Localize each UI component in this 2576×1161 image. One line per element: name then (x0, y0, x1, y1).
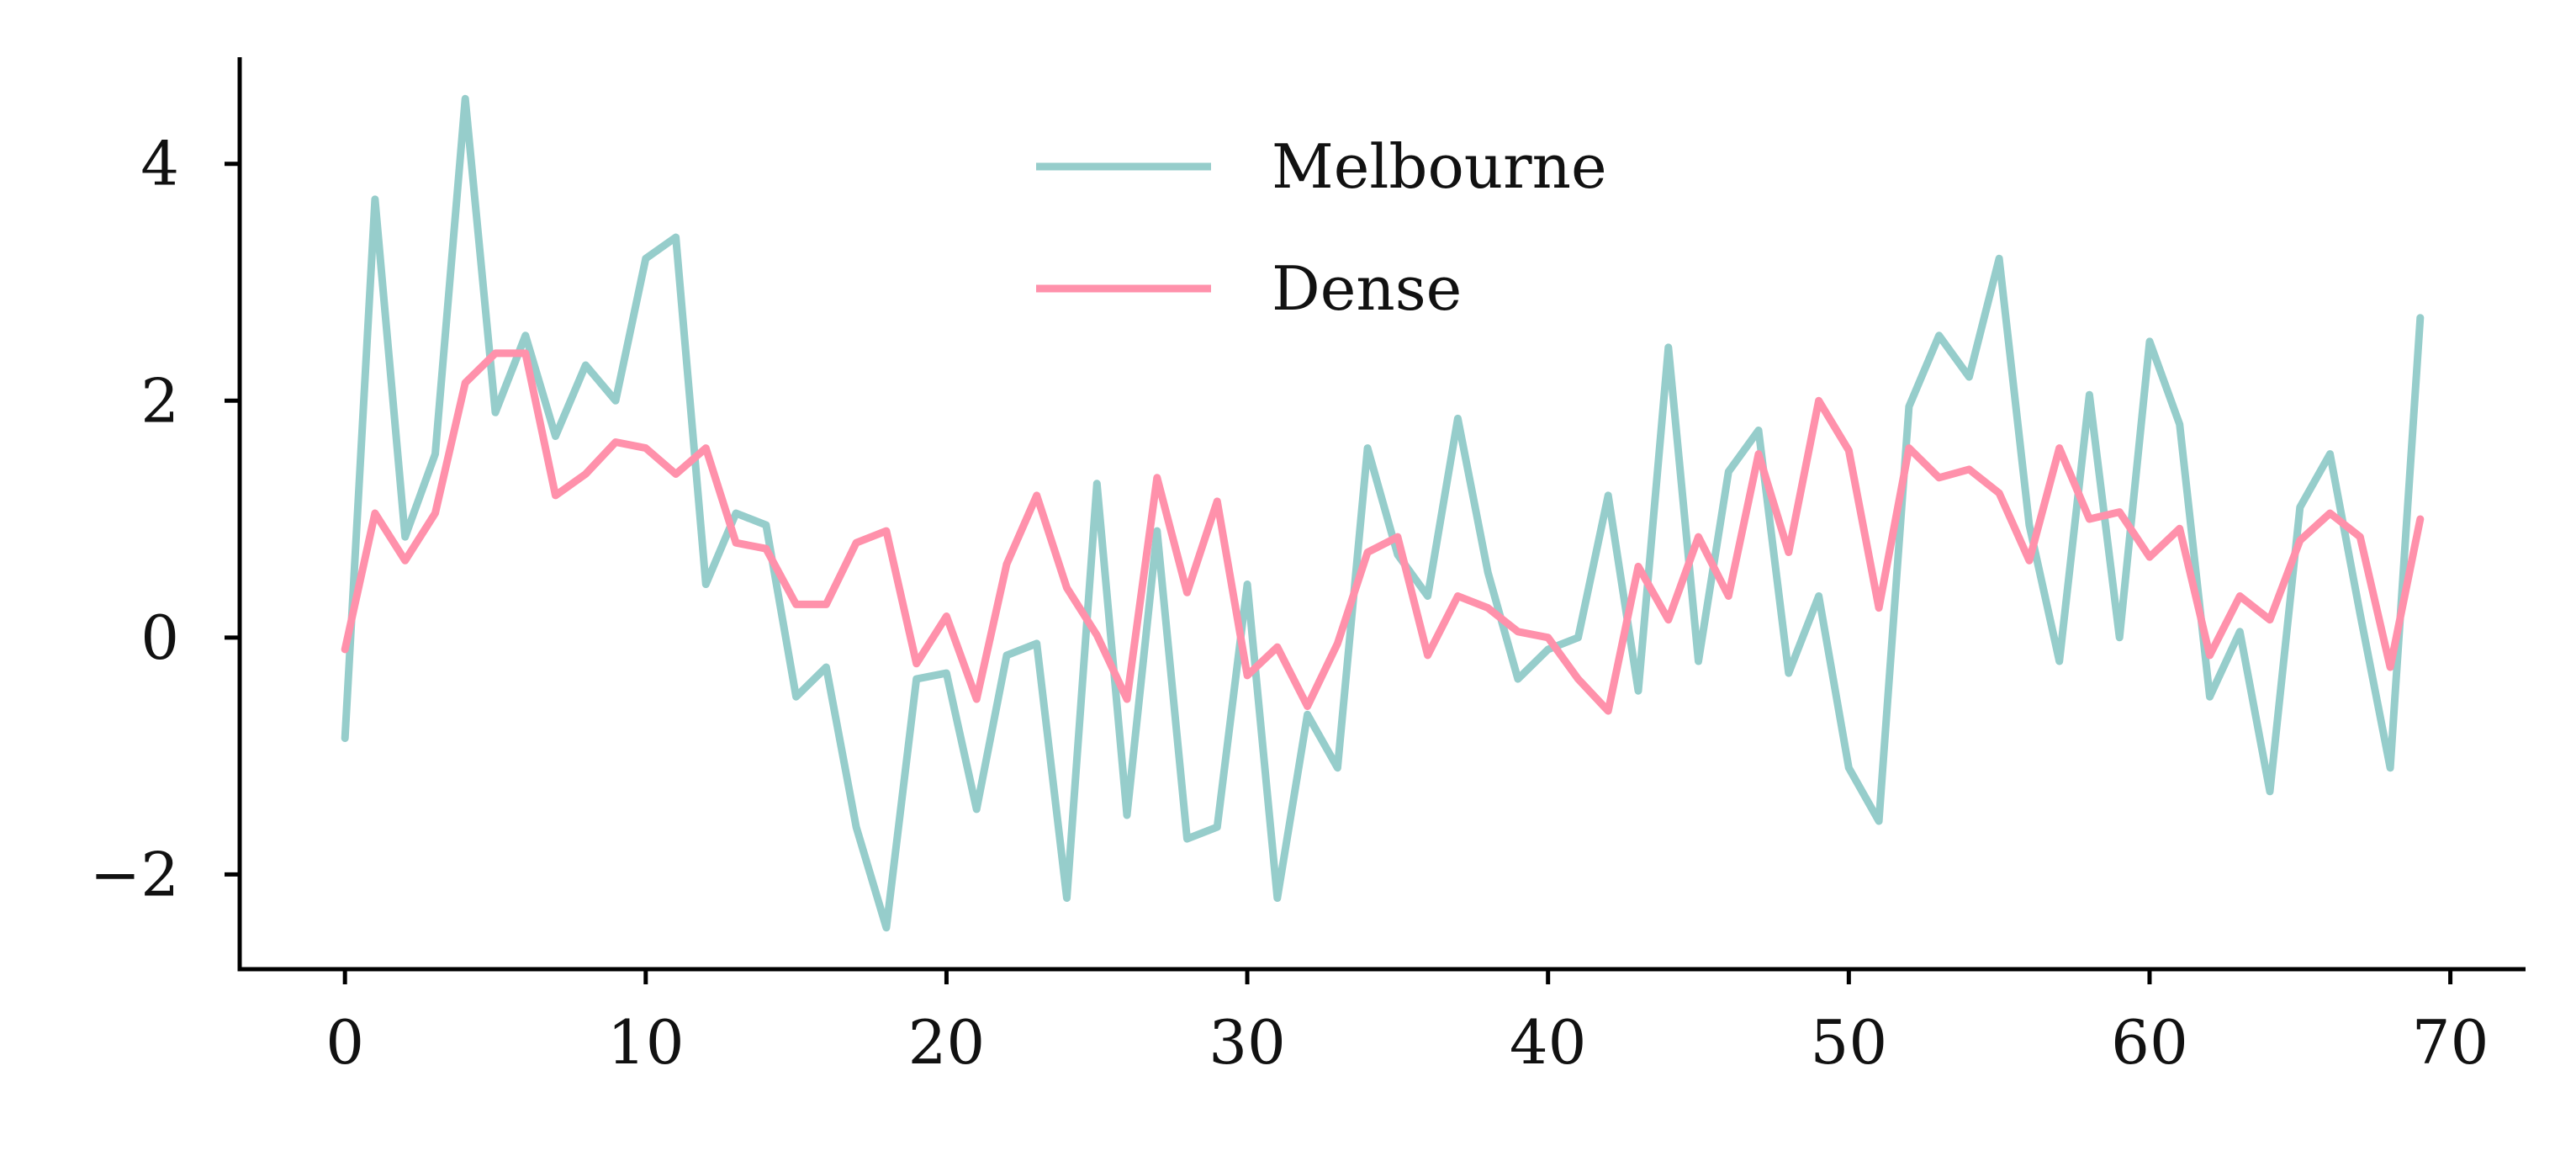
x-tick-label: 0 (325, 1007, 364, 1078)
y-tick-label: −2 (90, 839, 179, 909)
x-tick-label: 20 (908, 1007, 986, 1078)
y-tick-label: 4 (140, 129, 179, 199)
y-tick-label: 2 (140, 365, 179, 436)
x-tick-label: 10 (607, 1007, 685, 1078)
y-ticks: −2 0 2 4 (90, 129, 240, 909)
legend-label-dense: Dense (1272, 253, 1462, 324)
axes (237, 57, 2526, 972)
x-tick-label: 50 (1811, 1007, 1888, 1078)
x-tick-label: 40 (1510, 1007, 1587, 1078)
x-tick-label: 70 (2412, 1007, 2489, 1078)
x-tick-label: 30 (1209, 1007, 1286, 1078)
series-line-melbourne (341, 94, 2425, 932)
series-layer (341, 94, 2425, 932)
x-ticks: 0 10 20 30 40 50 60 70 (325, 969, 2489, 1078)
x-tick-label: 60 (2111, 1007, 2188, 1078)
series-line-dense (341, 349, 2425, 715)
legend-label-melbourne: Melbourne (1272, 131, 1607, 202)
y-tick-label: 0 (140, 602, 179, 673)
legend: Melbourne Dense (1036, 131, 1607, 324)
